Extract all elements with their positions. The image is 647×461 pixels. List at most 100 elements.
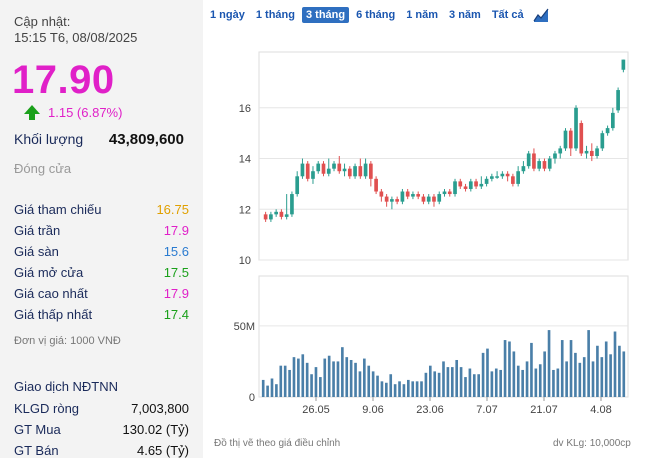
price-row: Giá thấp nhất 17.4 [14, 304, 189, 325]
volume-bar [275, 384, 278, 397]
volume-bar [354, 362, 357, 397]
foreign-value: 130.02 (Tỷ) [122, 422, 189, 437]
volume-bar [459, 367, 463, 397]
volume-bar [433, 371, 437, 397]
volume-bar [336, 361, 340, 397]
volume-bar [600, 357, 604, 397]
price-label: Giá trần [14, 223, 61, 238]
volume-bar [389, 374, 393, 397]
candle-body [279, 211, 284, 217]
price-label: Giá mở cửa [14, 265, 84, 280]
foreign-label: KLGD ròng [14, 401, 80, 416]
candle-body [347, 168, 352, 177]
candle-body [442, 191, 447, 195]
volume-bar [363, 358, 366, 397]
candle-body [316, 163, 321, 172]
candle-body [374, 178, 378, 192]
price-row: Giá cao nhất 17.9 [14, 283, 189, 304]
x-tick-label: 23.06 [416, 404, 444, 416]
x-tick-label: 21.07 [530, 404, 558, 416]
candle-body [579, 123, 584, 154]
price-row: Giá tham chiếu 16.75 [14, 199, 189, 220]
candle-body [458, 181, 463, 187]
volume-bar [560, 340, 564, 397]
foreign-label: GT Bán [14, 443, 59, 458]
tab-1-day[interactable]: 1 ngày [210, 9, 245, 21]
update-info: Cập nhật: 15:15 T6, 08/08/2025 [14, 14, 137, 46]
candle-body [605, 128, 610, 134]
unit-note: Đơn vị giá: 1000 VNĐ [14, 335, 121, 347]
candle-body [532, 153, 536, 169]
candle-body [453, 181, 457, 195]
candle-body [484, 178, 489, 184]
candle-body [290, 194, 294, 215]
volume-bar [455, 359, 459, 397]
tab-1-year[interactable]: 1 năm [406, 9, 439, 21]
price-value: 17.4 [163, 307, 189, 322]
volume-bar [609, 354, 612, 397]
volume-bar [486, 348, 489, 397]
candle-body [526, 153, 531, 167]
volume-bar [327, 355, 331, 397]
price-change: 1.15 (6.87%) [24, 105, 122, 120]
candle-body [568, 130, 573, 149]
volume-bar [305, 362, 309, 397]
volume-bar [591, 361, 595, 397]
candle-body [405, 191, 410, 197]
candle-body [311, 171, 315, 179]
candle-body [274, 211, 278, 215]
volume-bar [516, 365, 520, 397]
volume-label: Khối lượng [14, 131, 84, 147]
price-row: Giá trần 17.9 [14, 220, 189, 241]
volume-bar [424, 372, 428, 397]
price-tick-label: 16 [239, 103, 251, 115]
volume-bar [613, 331, 617, 397]
chart-type-icon[interactable] [532, 7, 549, 23]
candle-body [390, 199, 394, 202]
candle-body [426, 196, 431, 202]
volume-bar [587, 330, 590, 397]
volume-bar [376, 375, 379, 397]
price-value: 16.75 [156, 202, 189, 217]
candle-body [468, 181, 473, 189]
volume-bar [574, 352, 577, 397]
volume-bar [596, 345, 599, 397]
foreign-label: GT Mua [14, 422, 61, 437]
candle-body [447, 191, 452, 195]
volume-bar [525, 361, 529, 397]
candle-body [574, 107, 578, 149]
candle-body [337, 163, 342, 172]
price-label: Giá tham chiếu [14, 202, 102, 217]
tab-6-months[interactable]: 6 tháng [356, 9, 396, 21]
volume-bar [345, 357, 349, 397]
volume-bar [261, 379, 265, 397]
candle-body [284, 214, 289, 217]
volume-bar [481, 352, 485, 397]
price-tick-label: 14 [239, 154, 251, 166]
candle-body [305, 163, 310, 179]
price-tick-label: 12 [239, 204, 251, 216]
candle-body [521, 166, 526, 172]
tab-3-years[interactable]: 3 năm [449, 9, 481, 21]
tab-1-month[interactable]: 1 tháng [255, 9, 295, 21]
current-price: 17.90 [12, 58, 115, 102]
candle-body [358, 166, 363, 177]
candle-body [474, 181, 478, 187]
price-change-value: 1.15 (6.87%) [48, 105, 123, 120]
volume-row: Khối lượng 43,809,600 [14, 131, 184, 148]
candle-body [326, 168, 331, 174]
volume-bar [538, 364, 542, 397]
candle-body [321, 163, 326, 174]
volume-bar [292, 357, 296, 397]
volume-bar [319, 377, 322, 397]
tab-3-months[interactable]: 3 tháng [301, 7, 350, 23]
candle-body [269, 214, 273, 220]
price-label: Giá sàn [14, 244, 59, 259]
volume-bar [371, 371, 375, 397]
tab-all[interactable]: Tất cả [491, 9, 524, 21]
volume-value: 43,809,600 [108, 131, 184, 148]
volume-bar [490, 371, 494, 397]
volume-bar [556, 368, 560, 397]
updated-time: 15:15 T6, 08/08/2025 [14, 30, 138, 45]
